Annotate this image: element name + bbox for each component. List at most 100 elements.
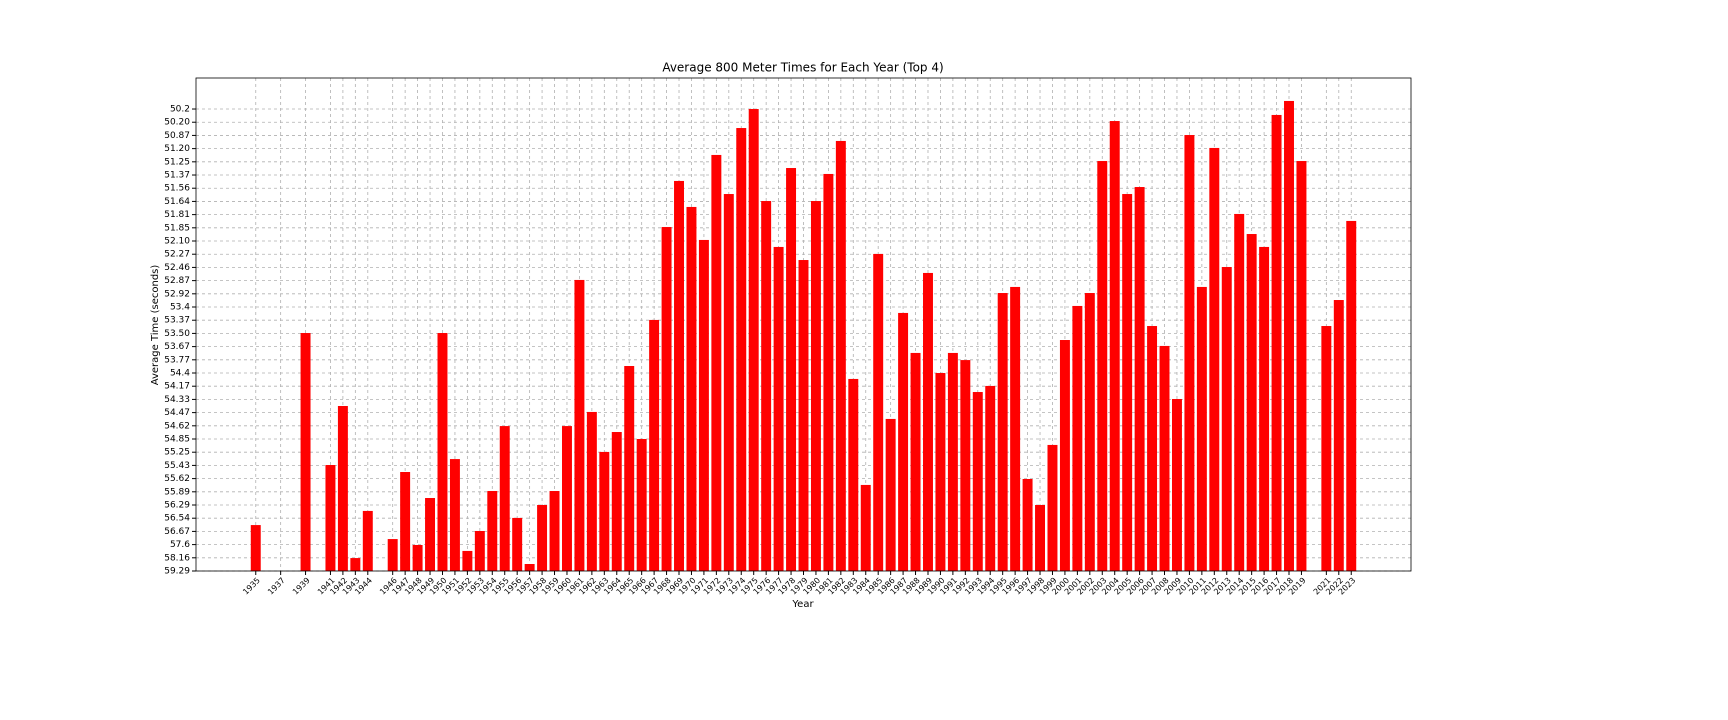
bar (636, 439, 647, 571)
bar (1171, 399, 1182, 571)
y-tick-label: 55.25 (164, 448, 190, 458)
bar (1084, 293, 1095, 571)
y-tick-label: 55.43 (164, 461, 190, 471)
bar (923, 272, 933, 571)
y-tick-label: 55.62 (164, 474, 190, 484)
bar (898, 312, 909, 571)
bar (1234, 213, 1245, 572)
bar (885, 418, 896, 571)
bar (1296, 161, 1307, 571)
bar (474, 531, 485, 571)
y-tick-label: 51.85 (164, 223, 190, 233)
bar (786, 168, 797, 571)
bar (1047, 444, 1058, 571)
y-tick-label: 51.81 (164, 210, 190, 220)
bar (1271, 114, 1282, 572)
bar (524, 564, 535, 571)
y-tick-label: 53.37 (164, 316, 190, 326)
y-tick-label: 52.92 (164, 289, 190, 299)
bar (437, 333, 448, 571)
y-tick-label: 59.29 (164, 567, 190, 577)
x-tick-label: 1935 (241, 576, 262, 597)
y-tick-label: 56.67 (164, 527, 190, 537)
bar (1221, 267, 1232, 571)
bar (674, 180, 684, 572)
bar (412, 544, 423, 571)
bar (823, 173, 834, 571)
y-tick-label: 50.87 (164, 131, 190, 141)
bar (686, 206, 697, 571)
bar (1072, 305, 1083, 571)
y-tick-label: 54.17 (164, 382, 190, 392)
bar (649, 319, 660, 571)
bar (723, 194, 734, 571)
y-tick-label: 58.16 (164, 553, 190, 563)
bar (1059, 340, 1070, 571)
bar (387, 539, 398, 571)
y-tick-label: 51.37 (164, 171, 190, 181)
y-tick-label: 54.33 (164, 395, 190, 405)
y-tick-label: 51.56 (164, 184, 190, 194)
bar (1122, 194, 1133, 571)
bar (574, 279, 585, 571)
bar (972, 392, 983, 571)
bar (425, 498, 436, 571)
bar (599, 451, 610, 571)
y-tick-label: 50.20 (164, 118, 190, 128)
bar (761, 201, 772, 571)
bar (960, 360, 971, 571)
bar (773, 246, 784, 572)
x-tick-label: 1939 (291, 576, 312, 597)
bar (1147, 326, 1158, 571)
bar (1035, 505, 1046, 571)
bar (698, 239, 709, 571)
bar (499, 426, 510, 571)
bar (860, 484, 871, 571)
x-tick-label: 1937 (266, 576, 287, 597)
bar (1022, 478, 1033, 571)
bar (537, 505, 548, 571)
bar (561, 426, 572, 571)
bar (1097, 161, 1108, 571)
y-tick-label: 51.20 (164, 144, 190, 154)
bar (337, 406, 348, 571)
bar (512, 517, 523, 571)
y-axis-label: Average Time (seconds) (150, 265, 161, 386)
y-tick-label: 57.6 (170, 540, 190, 550)
bar (462, 550, 473, 571)
bar (1134, 187, 1145, 571)
y-tick-label: 53.4 (170, 303, 190, 313)
plot-frame (195, 77, 1412, 572)
bar (1159, 345, 1170, 571)
bar (873, 253, 884, 572)
bar (1333, 300, 1344, 571)
bar (1196, 286, 1207, 571)
y-tick-label: 56.29 (164, 501, 190, 511)
bar (1184, 135, 1195, 572)
y-tick-label: 51.64 (164, 197, 190, 207)
y-tick-label: 56.54 (164, 514, 190, 524)
bar (250, 525, 261, 571)
bar (549, 491, 560, 571)
bar (1284, 100, 1294, 571)
y-tick-label: 51.25 (164, 157, 190, 167)
bar (798, 260, 809, 571)
y-tick-label: 50.2 (170, 105, 190, 115)
bar (711, 154, 722, 571)
x-axis-label: Year (791, 599, 814, 610)
bar (910, 352, 921, 571)
bar (736, 128, 747, 571)
y-tick-label: 54.62 (164, 421, 190, 431)
y-tick-label: 54.85 (164, 435, 190, 445)
bar (661, 227, 672, 571)
bar (1246, 234, 1257, 571)
bar (325, 465, 336, 571)
y-tick-label: 52.27 (164, 250, 190, 260)
bar (1109, 121, 1120, 572)
y-tick-label: 52.46 (164, 263, 190, 273)
y-tick-label: 54.4 (170, 369, 190, 379)
chart-title: Average 800 Meter Times for Each Year (T… (662, 61, 943, 75)
bar (1346, 220, 1357, 571)
y-tick-label: 52.87 (164, 276, 190, 286)
